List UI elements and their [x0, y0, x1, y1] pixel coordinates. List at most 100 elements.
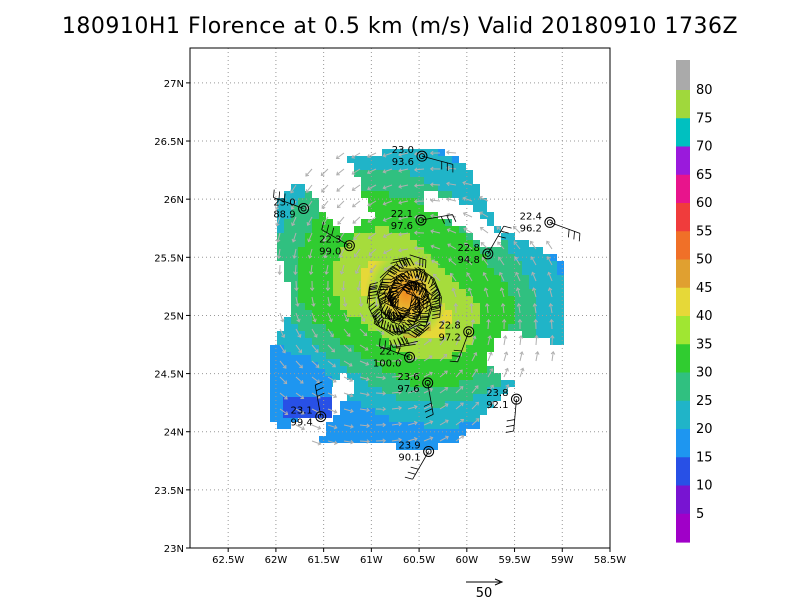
wind-speed-cell — [459, 289, 466, 296]
barb-flag — [431, 307, 440, 311]
wind-vector — [295, 280, 298, 291]
wind-speed-cell — [375, 156, 382, 163]
wind-vector-head — [443, 353, 448, 358]
dropsonde: 22.197.6 — [391, 209, 427, 232]
wind-speed-cell — [487, 212, 494, 219]
wind-vector-head — [322, 238, 327, 242]
wind-speed-cell — [361, 387, 368, 394]
wind-vector-head — [413, 340, 418, 345]
wind-speed-cell — [557, 296, 564, 303]
wind-vector — [407, 373, 418, 378]
wind-speed-cell — [354, 408, 361, 415]
wind-vector — [327, 440, 338, 444]
wind-vector-head — [413, 230, 418, 236]
wind-vector — [359, 440, 370, 443]
wind-speed-cell — [361, 429, 368, 436]
wind-speed-cell — [501, 380, 508, 387]
wind-speed-cell — [396, 240, 403, 247]
wind-speed-cell — [298, 212, 305, 219]
wind-vector — [479, 196, 489, 202]
wind-speed-cell — [480, 275, 487, 282]
wind-vector — [279, 344, 286, 354]
wind-speed-cell — [396, 149, 403, 156]
wind-vector — [484, 287, 489, 298]
wind-speed-cell — [445, 156, 452, 163]
wind-vector-head — [382, 185, 387, 190]
colorbar-label: 60 — [696, 196, 713, 211]
wind-speed-cell — [389, 212, 396, 219]
dropsonde-label-bottom: 90.1 — [398, 452, 420, 463]
wind-speed-cell — [312, 268, 319, 275]
wind-speed-cell — [452, 380, 459, 387]
wind-speed-cell — [417, 380, 424, 387]
wind-speed-cell — [368, 366, 375, 373]
barb-flag — [433, 292, 440, 299]
wind-speed-cell — [522, 317, 529, 324]
wind-vector-head — [463, 227, 468, 232]
wind-vector-head — [398, 232, 402, 237]
wind-vector-head — [382, 438, 387, 443]
wind-vector — [279, 392, 288, 400]
wind-vector — [471, 319, 474, 330]
wind-speed-cell — [333, 359, 340, 366]
wind-speed-cell — [410, 408, 417, 415]
wind-speed-cell — [522, 254, 529, 261]
colorbar-label: 50 — [696, 253, 713, 268]
wind-vector-head — [290, 206, 295, 210]
wind-speed-cell — [417, 156, 424, 163]
wind-vector-head — [472, 335, 477, 340]
wind-speed-cell — [333, 310, 340, 317]
barb-flag — [409, 270, 414, 279]
wind-speed-cell — [417, 184, 424, 191]
wind-vector-head — [349, 393, 354, 398]
wind-speed-cell — [396, 233, 403, 240]
wind-speed-cell — [283, 404, 290, 411]
barb-flag — [413, 327, 421, 333]
wind-speed-cell — [445, 352, 452, 359]
wind-speed-cell — [312, 261, 319, 268]
wind-speed-cell — [318, 376, 325, 383]
wind-vector — [423, 372, 433, 378]
wind-vector-head — [550, 334, 555, 339]
wind-speed-cell — [305, 310, 312, 317]
wind-speed-cell — [543, 310, 550, 317]
wind-speed-cell — [543, 303, 550, 310]
wind-speed-cell — [438, 247, 445, 254]
wind-speed-cell — [550, 268, 557, 275]
wind-vector-head — [500, 302, 506, 307]
wind-speed-cell — [494, 247, 501, 254]
wind-speed-cell — [277, 394, 284, 401]
wind-speed-cell — [382, 191, 389, 198]
wind-vector-head — [496, 226, 501, 231]
wind-vector — [359, 344, 369, 351]
wind-speed-cell — [305, 338, 312, 345]
wind-speed-cell — [403, 233, 410, 240]
wind-vector — [367, 200, 377, 207]
wind-vector — [352, 216, 361, 224]
wind-vector-head — [533, 318, 538, 323]
barb-flag — [506, 419, 515, 422]
wind-vector — [433, 274, 441, 282]
wind-speed-cell — [438, 408, 445, 415]
wind-speed-cell — [515, 261, 522, 268]
wind-vector — [327, 408, 337, 413]
wind-vector-head — [426, 321, 431, 326]
wind-speed-cell — [319, 289, 326, 296]
dropsonde-ring-inner — [513, 396, 520, 403]
wind-speed-cell — [361, 436, 368, 443]
wind-speed-cell — [326, 296, 333, 303]
wind-speed-cell — [347, 296, 354, 303]
dropsonde: 23.990.1 — [398, 440, 435, 463]
wind-vector-head — [487, 335, 492, 340]
wind-vector-head — [535, 351, 540, 355]
barb-flag — [410, 296, 416, 305]
wind-speed-cell — [445, 366, 452, 373]
wind-speed-cell — [326, 219, 333, 226]
wind-speed-cell — [466, 170, 473, 177]
wind-vector-head — [473, 352, 478, 356]
wind-vector — [471, 401, 479, 410]
wind-vector — [465, 257, 473, 266]
barb-flag — [321, 221, 325, 230]
wind-speed-cell — [445, 408, 452, 415]
wind-speed-cell — [311, 390, 318, 397]
